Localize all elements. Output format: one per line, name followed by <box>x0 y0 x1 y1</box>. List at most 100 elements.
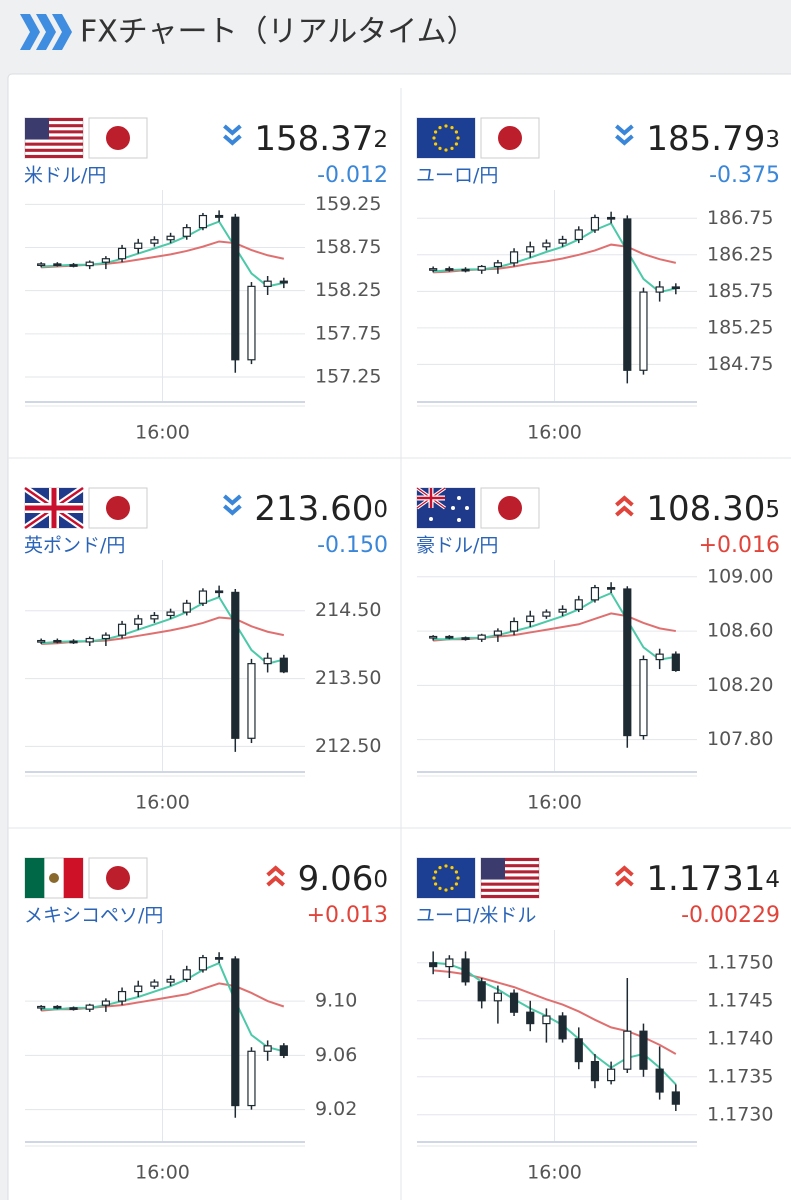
price-main: 213.60 <box>254 489 373 529</box>
price-change: -0.012 <box>317 163 388 188</box>
candle-body <box>623 588 632 737</box>
price: 9.060 <box>298 859 388 899</box>
candle-body <box>574 599 583 610</box>
flag-cross <box>25 488 83 528</box>
y-tick-label: 158.25 <box>315 279 381 301</box>
flag-star <box>450 146 454 150</box>
candle-body <box>655 653 664 661</box>
candle-body <box>445 268 454 271</box>
candle-body <box>166 611 175 617</box>
trend-icon <box>223 124 242 146</box>
flag <box>416 857 476 899</box>
flag-stripe <box>25 130 83 134</box>
candle-body <box>247 663 256 739</box>
candle-body <box>493 262 502 268</box>
x-tick-label: 16:00 <box>135 1162 190 1184</box>
ma-fast-line <box>41 595 285 665</box>
trend-icon <box>266 865 285 887</box>
candle-body <box>639 1030 648 1070</box>
flag-band <box>63 858 83 898</box>
ma-fast-line <box>433 591 676 661</box>
candle-body <box>279 1045 288 1056</box>
flag-canton <box>481 858 505 880</box>
pair-label: 豪ドル/円 <box>416 535 498 557</box>
candle-body <box>509 251 519 264</box>
price: 1.17314 <box>646 859 780 899</box>
flag-star <box>444 888 448 892</box>
trend-icon <box>615 124 634 146</box>
price-change: +0.016 <box>699 533 780 558</box>
flag-stripe <box>481 876 539 880</box>
y-tick-label: 186.25 <box>707 243 773 265</box>
header-icon <box>20 14 72 50</box>
flag-star <box>465 506 469 510</box>
price: 108.305 <box>646 489 780 529</box>
flag-stripe <box>481 870 539 874</box>
candle-body <box>607 1068 616 1082</box>
flag <box>88 487 148 529</box>
flag-star <box>450 886 454 890</box>
candle-body <box>542 1015 551 1025</box>
candle-body <box>655 1068 664 1093</box>
price-main: 9.06 <box>298 859 374 899</box>
flag-sun <box>106 496 130 520</box>
candle-body <box>461 268 470 272</box>
candle-body <box>198 590 208 604</box>
flag <box>416 117 476 159</box>
candle-body <box>263 657 272 665</box>
y-tick-label: 157.25 <box>315 366 381 388</box>
candle-body <box>182 969 191 980</box>
price-small: 5 <box>765 497 780 523</box>
candle-body <box>134 242 143 249</box>
flag-star <box>450 866 454 870</box>
candle-body <box>166 235 175 241</box>
y-tick-label: 185.25 <box>707 316 773 338</box>
candle-body <box>655 286 664 293</box>
candle-body <box>247 1050 256 1107</box>
candle-body <box>461 637 470 640</box>
y-tick-label: 1.1735 <box>707 1065 773 1087</box>
flag-canton <box>25 118 49 140</box>
flag <box>24 117 84 159</box>
y-tick-label: 184.75 <box>707 353 773 375</box>
candle-body <box>85 637 94 643</box>
y-tick-label: 159.25 <box>315 193 381 215</box>
flag <box>480 857 540 899</box>
candle-body <box>231 216 240 361</box>
trend-icon <box>615 495 634 517</box>
candle-body <box>429 962 438 968</box>
candle-body <box>509 620 519 632</box>
candle-body <box>542 611 551 617</box>
flag-field <box>417 858 475 898</box>
price-small: 4 <box>765 867 780 893</box>
flag-star <box>434 870 438 874</box>
price-change: +0.013 <box>307 903 388 928</box>
candle-body <box>526 1011 535 1025</box>
y-tick-label: 9.02 <box>315 1098 357 1120</box>
flag-cross <box>417 488 445 508</box>
candle-body <box>671 1091 680 1105</box>
flag-star <box>438 146 442 150</box>
ma-fast-line <box>433 961 677 1086</box>
candle-body <box>477 634 486 640</box>
candle-body <box>101 1000 110 1006</box>
flag-stripe <box>25 118 83 122</box>
price: 185.793 <box>646 119 780 159</box>
y-tick-label: 108.60 <box>707 620 773 642</box>
flag-star <box>457 518 461 522</box>
price-change: -0.00229 <box>681 903 780 928</box>
flag-star <box>434 882 438 886</box>
candle-body <box>53 1005 62 1009</box>
candle-body <box>85 261 94 267</box>
candle-body <box>671 653 680 672</box>
candle-body <box>69 264 78 267</box>
y-tick-label: 186.75 <box>707 207 773 229</box>
candle-body <box>574 229 583 241</box>
candle-body <box>639 291 648 371</box>
pair-label: 英ポンド/円 <box>24 535 125 557</box>
candle-body <box>182 227 191 237</box>
flag-stripe <box>481 882 539 886</box>
flag <box>416 486 476 529</box>
flag-stripe <box>481 888 539 892</box>
y-tick-label: 9.06 <box>315 1044 357 1066</box>
